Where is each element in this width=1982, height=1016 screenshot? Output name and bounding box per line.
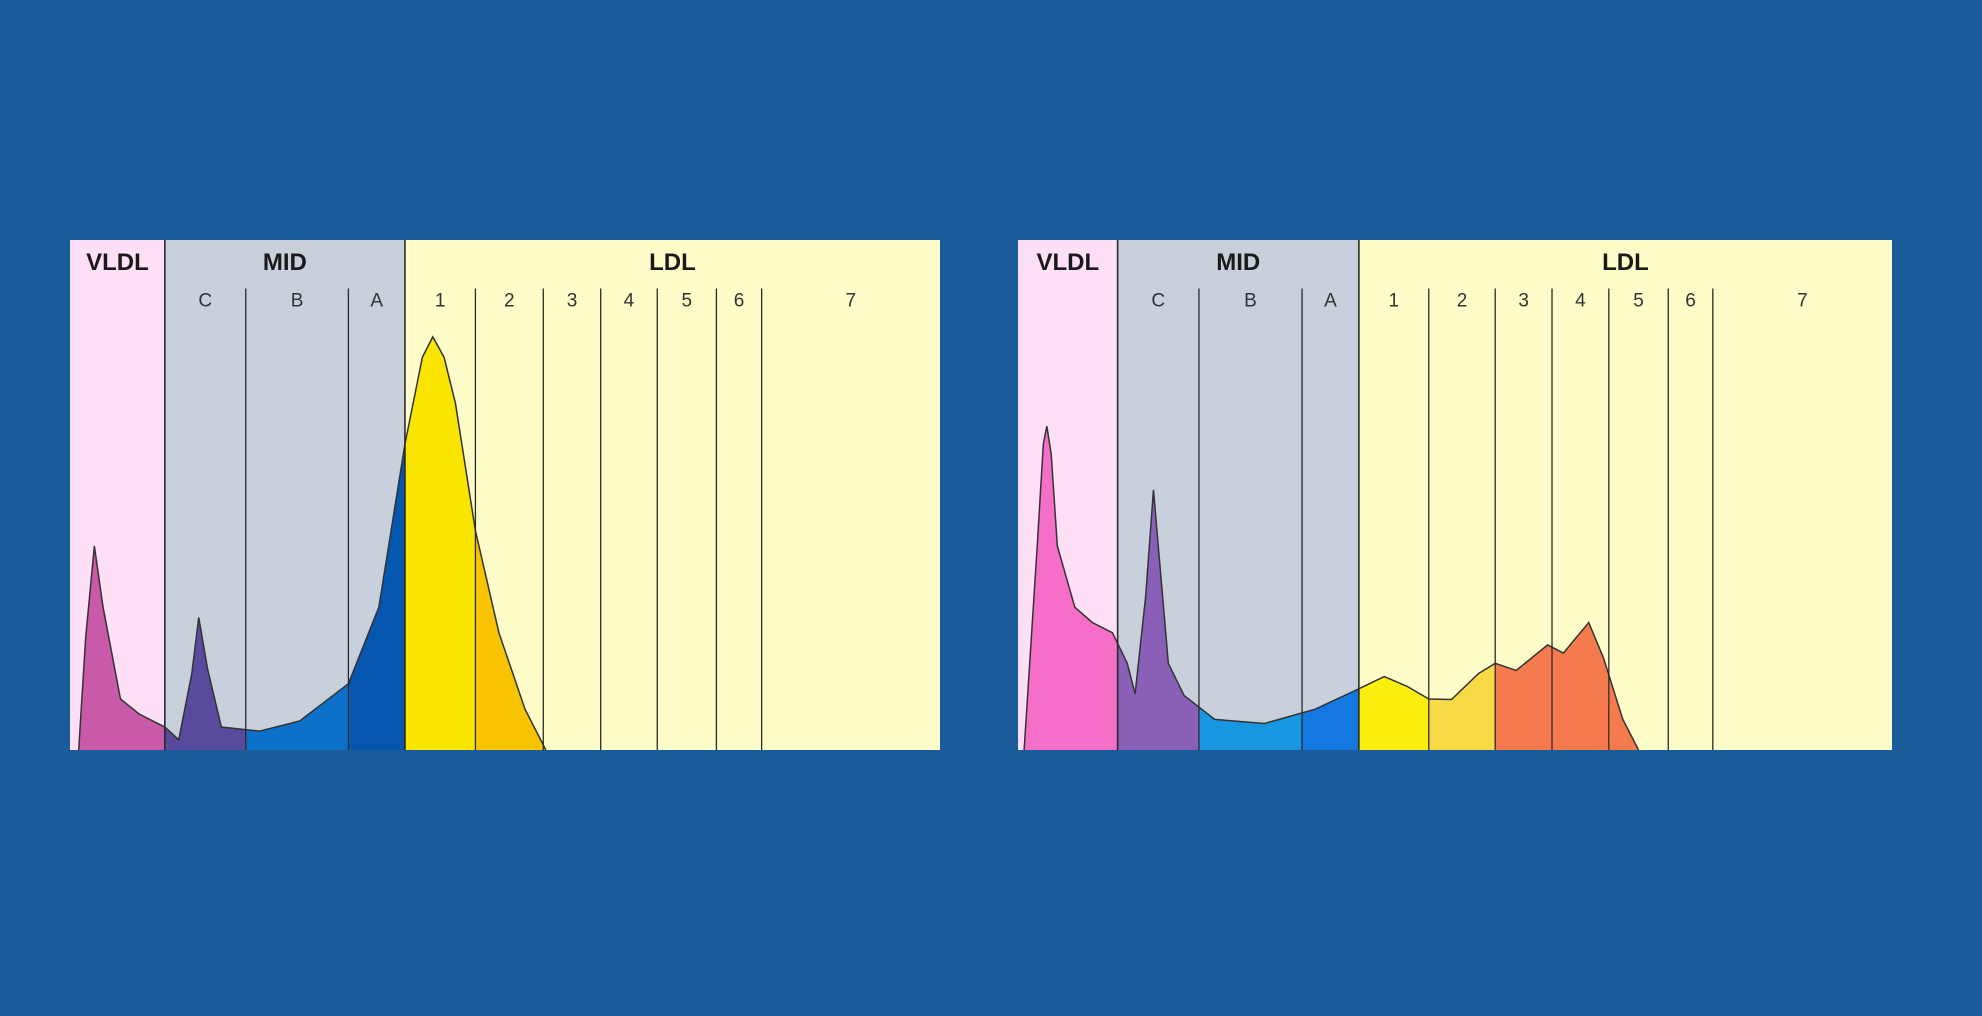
band-label-2: 2 [1457,290,1468,311]
band-label-4: 4 [624,290,635,311]
chart-panel-left: VLDL MID LDL C B A 1 2 3 4 5 6 7 [70,240,940,751]
band-label-b: B [1244,290,1257,311]
band-label-2: 2 [504,290,515,311]
band-label-c: C [1151,290,1165,311]
band-label-b: B [291,290,304,311]
band-label-a: A [370,290,383,311]
band-label-5: 5 [1633,290,1644,311]
band-label-6: 6 [734,290,745,311]
group-label-vldl: VLDL [1036,249,1099,276]
band-label-4: 4 [1575,290,1586,311]
band-label-1: 1 [435,290,446,311]
group-label-mid: MID [1216,249,1260,276]
band-label-1: 1 [1389,290,1400,311]
group-background-ldl [1358,240,1892,750]
group-label-ldl: LDL [649,249,696,276]
band-label-c: C [198,290,212,311]
band-label-a: A [1324,290,1337,311]
chart-panel-right: VLDL MID LDL C B A 1 2 3 4 5 6 7 [1018,240,1892,751]
group-label-ldl: LDL [1602,249,1649,276]
band-label-6: 6 [1685,290,1696,311]
group-label-mid: MID [263,249,307,276]
group-label-vldl: VLDL [86,249,149,276]
profile-curve [77,335,547,751]
band-label-7: 7 [1797,290,1808,311]
band-label-7: 7 [846,290,857,311]
profile-curve [1023,426,1640,751]
band-label-3: 3 [1518,290,1529,311]
band-label-3: 3 [567,290,578,311]
band-label-5: 5 [682,290,693,311]
